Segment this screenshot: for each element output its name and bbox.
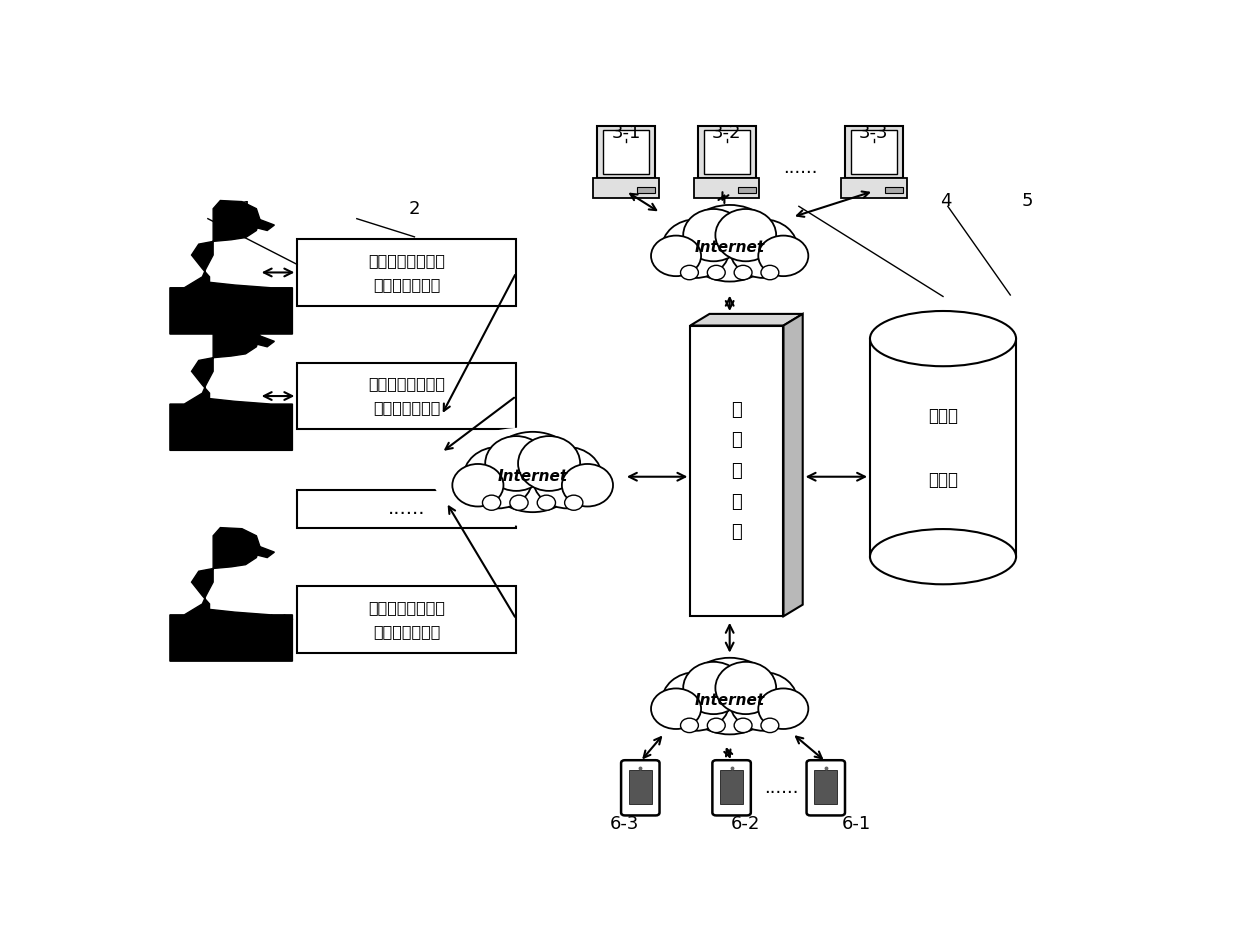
FancyBboxPatch shape [694, 178, 759, 198]
Ellipse shape [485, 436, 547, 491]
Polygon shape [257, 336, 274, 346]
FancyBboxPatch shape [637, 188, 655, 193]
Text: 5: 5 [1022, 192, 1033, 210]
Ellipse shape [533, 447, 603, 509]
Ellipse shape [537, 496, 556, 511]
Text: ......: ...... [784, 159, 818, 177]
Polygon shape [170, 200, 293, 334]
Polygon shape [784, 314, 802, 616]
FancyBboxPatch shape [885, 188, 903, 193]
FancyBboxPatch shape [815, 770, 837, 804]
Polygon shape [170, 528, 293, 661]
Text: 应
用
服
务
器: 应 用 服 务 器 [732, 400, 743, 541]
Ellipse shape [651, 236, 701, 277]
Text: Internet: Internet [694, 241, 765, 255]
Polygon shape [257, 220, 274, 230]
FancyBboxPatch shape [298, 585, 516, 652]
Text: 3-1: 3-1 [611, 124, 641, 142]
Ellipse shape [562, 464, 613, 507]
Ellipse shape [662, 672, 729, 731]
Ellipse shape [683, 662, 744, 714]
FancyBboxPatch shape [629, 770, 652, 804]
Ellipse shape [729, 672, 797, 731]
FancyBboxPatch shape [691, 326, 784, 616]
FancyBboxPatch shape [806, 760, 844, 816]
Text: ......: ...... [388, 499, 425, 518]
Text: 3-3: 3-3 [859, 124, 889, 142]
Ellipse shape [631, 653, 828, 748]
FancyBboxPatch shape [593, 178, 658, 198]
Ellipse shape [761, 265, 779, 279]
Ellipse shape [734, 265, 751, 279]
Ellipse shape [485, 431, 580, 513]
Ellipse shape [681, 718, 698, 733]
Polygon shape [170, 317, 293, 450]
Ellipse shape [464, 447, 533, 509]
Text: 电机状态无线远程
监测与互联装置: 电机状态无线远程 监测与互联装置 [368, 253, 445, 292]
Ellipse shape [564, 496, 583, 511]
FancyBboxPatch shape [870, 339, 1016, 557]
FancyBboxPatch shape [698, 126, 755, 178]
Ellipse shape [683, 658, 776, 734]
Text: 6-3: 6-3 [609, 816, 639, 834]
Ellipse shape [715, 662, 776, 714]
FancyBboxPatch shape [851, 130, 897, 174]
FancyBboxPatch shape [841, 178, 906, 198]
Text: 3-2: 3-2 [712, 124, 742, 142]
Text: 电机状态无线远程
监测与互联装置: 电机状态无线远程 监测与互联装置 [368, 377, 445, 415]
FancyBboxPatch shape [844, 126, 903, 178]
Ellipse shape [729, 219, 797, 278]
Ellipse shape [631, 200, 828, 295]
FancyBboxPatch shape [298, 490, 516, 528]
Ellipse shape [715, 209, 776, 261]
Ellipse shape [707, 265, 725, 279]
Text: 2: 2 [409, 200, 420, 218]
Ellipse shape [651, 688, 701, 729]
Ellipse shape [734, 718, 751, 733]
Ellipse shape [707, 718, 725, 733]
Ellipse shape [662, 219, 729, 278]
FancyBboxPatch shape [738, 188, 755, 193]
Text: 数据库

服务器: 数据库 服务器 [928, 407, 959, 489]
Ellipse shape [759, 688, 808, 729]
Ellipse shape [870, 311, 1016, 366]
Ellipse shape [681, 265, 698, 279]
Text: 6-1: 6-1 [842, 816, 872, 834]
FancyBboxPatch shape [603, 130, 649, 174]
Polygon shape [257, 547, 274, 558]
Text: Internet: Internet [497, 469, 568, 484]
Ellipse shape [453, 464, 503, 507]
FancyBboxPatch shape [720, 770, 743, 804]
Text: 1: 1 [241, 200, 252, 218]
Ellipse shape [518, 436, 580, 491]
Ellipse shape [761, 718, 779, 733]
Ellipse shape [482, 496, 501, 511]
Ellipse shape [683, 205, 776, 281]
Ellipse shape [433, 427, 634, 527]
Text: ......: ...... [764, 779, 799, 797]
FancyBboxPatch shape [704, 130, 750, 174]
FancyBboxPatch shape [621, 760, 660, 816]
Text: 4: 4 [940, 192, 951, 210]
Ellipse shape [683, 209, 744, 261]
FancyBboxPatch shape [298, 362, 516, 430]
FancyBboxPatch shape [596, 126, 655, 178]
Text: 6-2: 6-2 [730, 816, 760, 834]
Ellipse shape [759, 236, 808, 277]
Ellipse shape [870, 529, 1016, 584]
Ellipse shape [510, 496, 528, 511]
Text: Internet: Internet [694, 693, 765, 708]
FancyBboxPatch shape [712, 760, 751, 816]
Text: 电机状态无线远程
监测与互联装置: 电机状态无线远程 监测与互联装置 [368, 599, 445, 639]
Polygon shape [691, 314, 802, 326]
FancyBboxPatch shape [298, 239, 516, 306]
